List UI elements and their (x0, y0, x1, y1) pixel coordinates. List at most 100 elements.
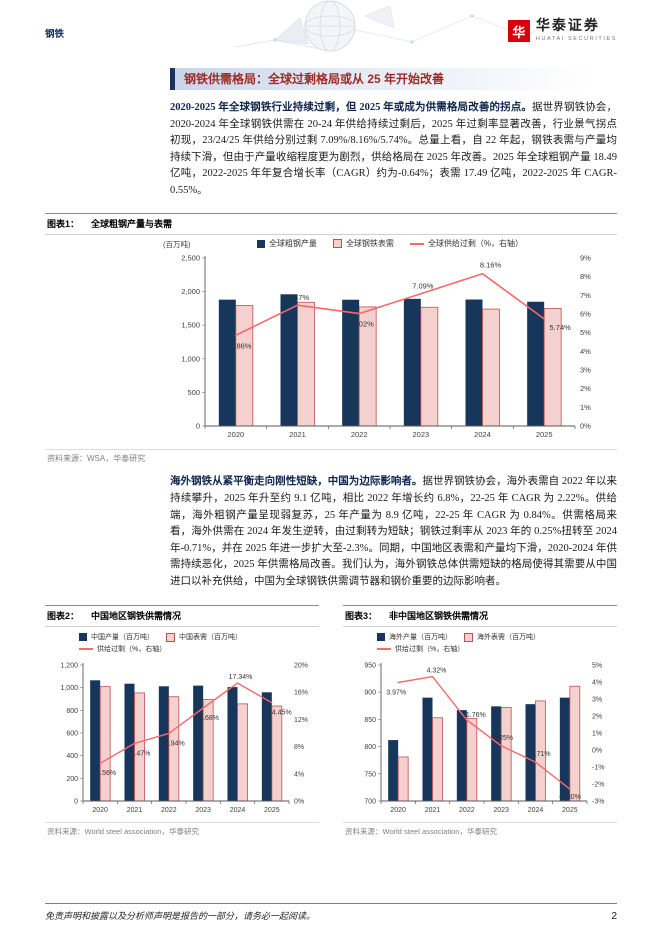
figure-3: 图表3： 非中国地区钢铁供需情况 海外产量（百万吨） 海外表需（百万吨） 供给过剩… (343, 604, 617, 837)
demand-bar-swatch (332, 239, 342, 249)
report-category-label: 钢铁 (45, 29, 65, 40)
svg-text:-2.30%: -2.30% (559, 794, 581, 801)
svg-text:2023: 2023 (412, 430, 429, 439)
svg-text:17.34%: 17.34% (229, 674, 253, 681)
figure-3-header: 图表3： 非中国地区钢铁供需情况 (343, 604, 617, 627)
left-axis-unit-label: (百万吨) (163, 240, 191, 250)
svg-text:2,000: 2,000 (181, 288, 200, 297)
paragraph-overseas: 海外钢铁从紧平衡走向刚性短缺，中国为边际影响者。据世界钢铁协会，海外表需自 20… (170, 474, 617, 590)
demand-bar-swatch (166, 632, 175, 642)
svg-text:7%: 7% (580, 291, 591, 300)
report-body: 钢铁供需格局：全球过剩格局或从 25 年开始改善 2020-2025 年全球钢铁… (45, 68, 617, 837)
svg-text:2,500: 2,500 (181, 254, 200, 263)
figure-3-legend-row2: 供给过剩（%，右轴） (377, 644, 617, 655)
legend-item: 全球钢铁表需 (332, 238, 394, 249)
figure-2-title: 中国地区钢铁供需情况 (91, 610, 182, 621)
svg-text:16%: 16% (294, 689, 308, 696)
figure-1-header: 图表1： 全球粗钢产量与表需 (45, 213, 617, 236)
section-title-bar: 钢铁供需格局：全球过剩格局或从 25 年开始改善 (170, 68, 617, 90)
svg-text:0%: 0% (592, 747, 602, 754)
figure-3-label: 图表3： (345, 610, 378, 621)
brand-name-cn: 华泰证券 (535, 19, 600, 34)
figure-1-label: 图表1： (47, 219, 80, 230)
figure-2-legend-row2: 供给过剩（%，右轴） (79, 644, 319, 655)
svg-text:2025: 2025 (536, 430, 553, 439)
svg-text:2025: 2025 (562, 807, 578, 814)
svg-text:8%: 8% (580, 273, 591, 282)
svg-text:2023: 2023 (493, 807, 509, 814)
svg-text:750: 750 (364, 771, 376, 778)
svg-text:900: 900 (364, 689, 376, 696)
legend-label: 中国产量（百万吨） (91, 634, 154, 642)
source-prefix: 资料来源： (47, 454, 87, 464)
legend-label: 全球钢铁表需 (345, 239, 394, 249)
huatai-logo-text: 华泰证券 HUATAI SECURITIES (535, 19, 617, 43)
svg-text:-3%: -3% (592, 798, 604, 805)
svg-text:0.25%: 0.25% (493, 734, 513, 741)
svg-text:2022: 2022 (351, 430, 368, 439)
svg-text:4.86%: 4.86% (230, 342, 252, 351)
svg-text:20%: 20% (294, 662, 308, 669)
figure-2-header: 图表2： 中国地区钢铁供需情况 (45, 604, 319, 627)
legend-label: 供给过剩（%，右轴） (395, 646, 465, 654)
svg-text:5%: 5% (580, 329, 591, 338)
svg-text:2%: 2% (592, 713, 602, 720)
svg-text:2024: 2024 (528, 807, 544, 814)
disclaimer-text: 免责声明和披露以及分析师声明是报告的一部分，请务必一起阅读。 (45, 911, 316, 921)
section-title: 钢铁供需格局：全球过剩格局或从 25 年开始改善 (184, 72, 445, 86)
svg-text:-0.71%: -0.71% (528, 751, 550, 758)
svg-text:2023: 2023 (195, 807, 211, 814)
figure-3-source: 资料来源：World steel association，华泰研究 (343, 821, 617, 837)
brand-name-en: HUATAI SECURITIES (535, 36, 617, 42)
svg-text:0: 0 (196, 422, 200, 431)
demand-bar-swatch (464, 632, 473, 642)
china-steel-combo-chart: 0 200 400 600 800 1,000 1,200 0% 4% 8% 12% 16% 20% 5.… (60, 662, 308, 814)
svg-text:1,000: 1,000 (181, 355, 200, 364)
source-prefix: 资料来源： (345, 826, 383, 836)
svg-text:1,200: 1,200 (60, 662, 78, 669)
svg-text:400: 400 (66, 753, 78, 760)
figure-1-source: 资料来源：WSA，华泰研究 (45, 449, 617, 464)
page-header: 钢铁 华 华泰证券 HUATAI SECURITIES (0, 0, 662, 62)
svg-text:4.32%: 4.32% (427, 667, 447, 674)
svg-text:1.76%: 1.76% (466, 712, 486, 719)
figure-2-label: 图表2： (47, 610, 80, 621)
svg-text:600: 600 (66, 730, 78, 737)
legend-item: 全球粗钢产量 (256, 238, 317, 249)
legend-item: 全球供给过剩（%，右轴） (409, 238, 523, 249)
figure-1: 图表1： 全球粗钢产量与表需 (百万吨) 全球粗钢产量 全球钢铁表需 全球供给过剩… (45, 213, 617, 464)
svg-text:8.16%: 8.16% (480, 261, 502, 270)
decorative-globe-graphic (234, 0, 553, 52)
svg-text:1,500: 1,500 (181, 321, 200, 330)
production-bar-swatch (256, 239, 265, 248)
legend-label: 海外表需（百万吨） (477, 634, 540, 642)
legend-label: 中国表需（百万吨） (179, 634, 242, 642)
figure-3-chart-area: 海外产量（百万吨） 海外表需（百万吨） 供给过剩（%，右轴） 700 750 800… (343, 627, 617, 819)
paragraph-overseas-lead: 海外钢铁从紧平衡走向刚性短缺，中国为边际影响者。 (170, 476, 423, 488)
svg-text:950: 950 (364, 662, 376, 669)
svg-text:4%: 4% (592, 679, 602, 686)
svg-text:1%: 1% (580, 403, 591, 412)
legend-item: 海外表需（百万吨） (464, 632, 540, 642)
figure-1-legend: 全球粗钢产量 全球钢铁表需 全球供给过剩（%，右轴） (205, 237, 575, 250)
svg-text:500: 500 (187, 388, 200, 397)
svg-text:5%: 5% (592, 662, 602, 669)
svg-text:13.68%: 13.68% (195, 714, 219, 721)
svg-text:2021: 2021 (289, 430, 306, 439)
svg-text:6.02%: 6.02% (353, 320, 375, 329)
paragraph-global: 2020-2025 年全球钢铁行业持续过剩，但 2025 年或成为供需格局改善的… (170, 100, 617, 199)
source-text: World steel association，华泰研究 (382, 826, 497, 836)
svg-text:5.56%: 5.56% (96, 770, 116, 777)
figure-2-source: 资料来源：World steel association，华泰研究 (45, 821, 319, 837)
legend-item: 供给过剩（%，右轴） (79, 644, 166, 654)
legend-label: 供给过剩（%，右轴） (97, 646, 167, 654)
svg-text:2020: 2020 (92, 807, 108, 814)
huatai-logo: 华 华泰证券 HUATAI SECURITIES (507, 19, 617, 43)
svg-text:2%: 2% (580, 385, 591, 394)
page-number: 2 (611, 911, 617, 922)
svg-text:800: 800 (364, 744, 376, 751)
legend-item: 供给过剩（%，右轴） (377, 644, 464, 654)
svg-text:9.94%: 9.94% (165, 740, 185, 747)
svg-text:4%: 4% (580, 347, 591, 356)
